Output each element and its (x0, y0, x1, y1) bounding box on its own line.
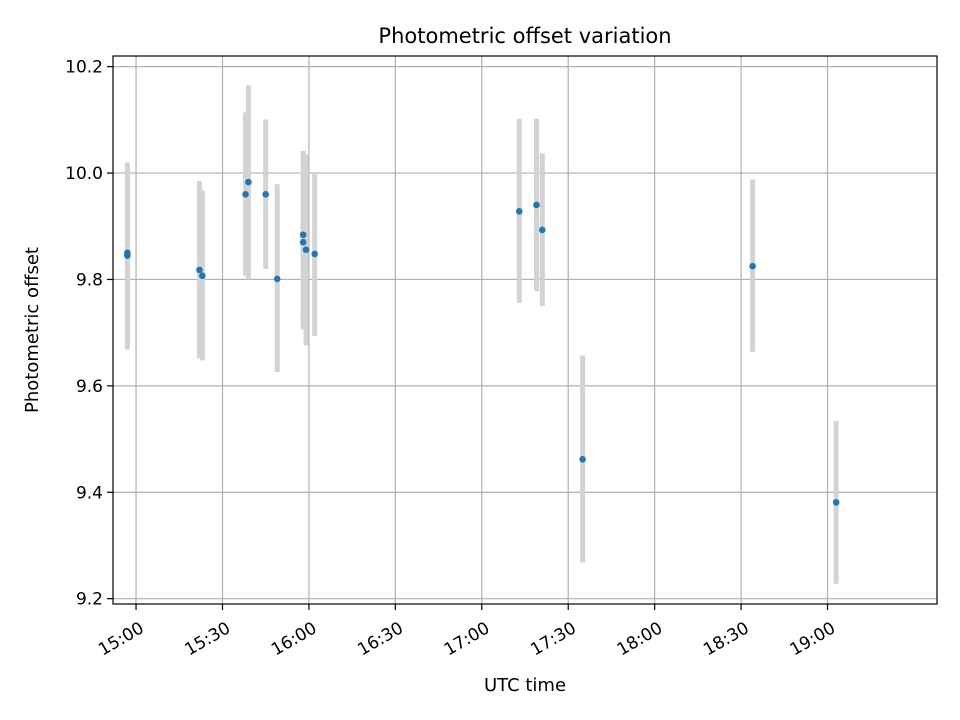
x-axis-title: UTC time (484, 675, 566, 696)
data-point (199, 272, 206, 280)
data-point (299, 238, 307, 246)
data-points (124, 178, 840, 506)
y-tick-label: 9.4 (76, 483, 103, 503)
data-point (579, 455, 586, 463)
y-tick-label: 10.2 (65, 58, 103, 78)
data-point (242, 191, 249, 198)
grid-lines (113, 56, 937, 604)
data-point (124, 252, 131, 259)
y-tick-label: 9.8 (76, 270, 103, 290)
data-point (299, 231, 307, 239)
y-axis-ticks: 9.2 9.4 9.6 9.8 10.0 10.2 (65, 58, 113, 610)
y-tick-label: 9.6 (76, 377, 103, 397)
data-point (533, 201, 540, 209)
chart-title: Photometric offset variation (378, 24, 671, 48)
y-axis-title: Photometric offset (22, 247, 43, 413)
data-point (245, 178, 252, 186)
data-point (196, 266, 203, 274)
y-tick-label: 9.2 (76, 590, 103, 610)
data-point (302, 246, 310, 253)
data-point (273, 275, 281, 283)
data-point (515, 208, 523, 215)
data-point (538, 226, 546, 234)
y-tick-label: 10.0 (65, 164, 103, 184)
data-point (311, 250, 318, 258)
plot-frame (112, 55, 938, 605)
data-point (262, 191, 269, 198)
data-point (749, 262, 756, 270)
data-point (832, 499, 840, 506)
